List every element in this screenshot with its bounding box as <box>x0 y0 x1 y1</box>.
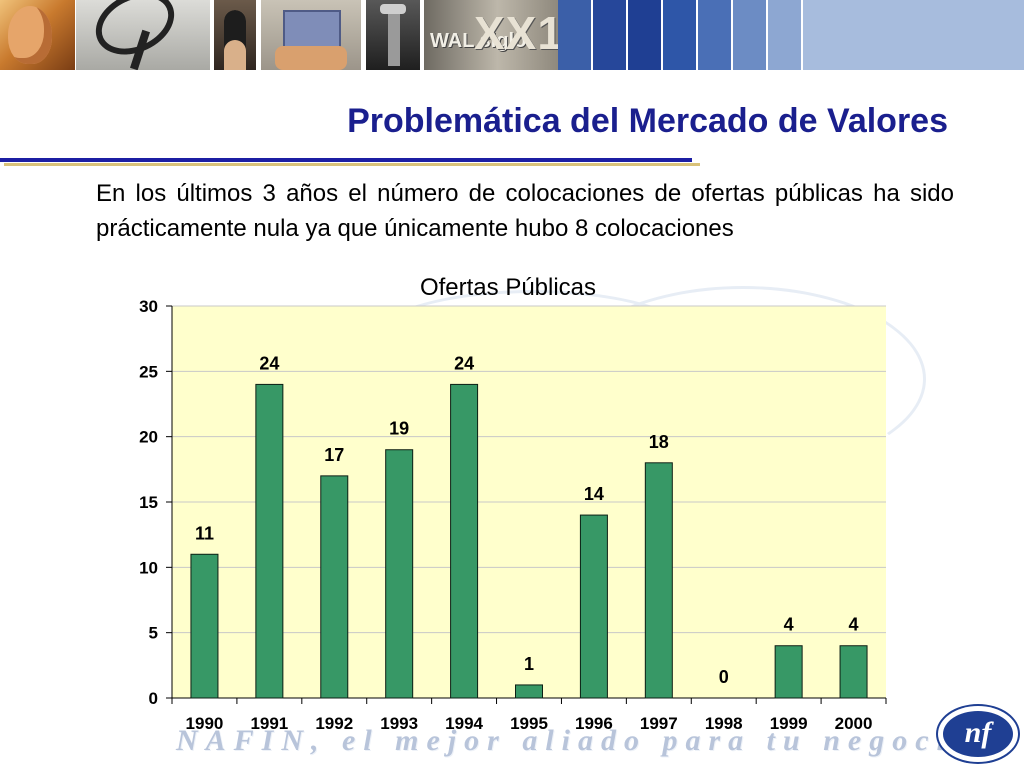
data-label-1999: 4 <box>784 615 794 635</box>
data-label-1995: 1 <box>524 654 534 674</box>
banner-stripe <box>663 0 696 70</box>
title-underline-gold <box>4 163 700 166</box>
y-tick-label: 0 <box>149 689 158 708</box>
y-tick-label: 25 <box>139 362 158 381</box>
nafin-logo-text: nf <box>964 716 992 749</box>
data-label-2000: 4 <box>849 615 859 635</box>
bar-1992 <box>320 475 349 699</box>
data-label-1997: 18 <box>649 432 669 452</box>
y-tick-label: 5 <box>149 624 158 643</box>
bar-1991 <box>255 383 284 699</box>
bar-1993 <box>385 449 414 699</box>
x-tick-label: 1996 <box>575 714 613 733</box>
title-underline-blue <box>0 158 692 162</box>
slide-title: Problemática del Mercado de Valores <box>347 102 948 140</box>
y-tick-label: 20 <box>139 428 158 447</box>
bar-1990 <box>190 553 219 699</box>
bar-2000 <box>839 645 868 699</box>
banner-photo-laptop <box>261 0 361 70</box>
banner-stripe <box>733 0 766 70</box>
banner-stripe <box>593 0 626 70</box>
x-tick-label: 1993 <box>380 714 418 733</box>
bar-1995 <box>515 684 543 699</box>
banner-stripe <box>768 0 801 70</box>
banner-photo-siglo-xxi: WAL siglo XX1 <box>424 0 558 70</box>
x-tick-label: 1995 <box>510 714 548 733</box>
y-tick-label: 30 <box>139 297 158 316</box>
banner-photo-man-phone <box>214 0 256 70</box>
x-tick-label: 1994 <box>445 714 483 733</box>
bar-1994 <box>450 383 479 699</box>
slide-body-text: En los últimos 3 años el número de coloc… <box>96 180 954 242</box>
banner-text-small: WAL siglo <box>430 30 527 52</box>
banner-photo-lamp <box>366 0 420 70</box>
x-tick-label: 2000 <box>835 714 873 733</box>
banner-stripe <box>628 0 661 70</box>
watermark-arc <box>560 286 926 472</box>
x-tick-label: 1990 <box>186 714 224 733</box>
x-tick-label: 1991 <box>250 714 288 733</box>
x-tick-label: 1992 <box>315 714 353 733</box>
data-label-1991: 24 <box>259 353 279 373</box>
chart-title: Ofertas Públicas <box>419 274 597 301</box>
x-tick-label: 1997 <box>640 714 678 733</box>
bar-1999 <box>774 645 803 699</box>
y-tick-label: 15 <box>139 493 158 512</box>
banner-stripe <box>803 0 1024 70</box>
nafin-logo-icon <box>938 706 1018 762</box>
banner-stripe <box>558 0 591 70</box>
data-label-1994: 24 <box>454 353 474 373</box>
bar-1996 <box>579 514 608 699</box>
banner-stripe <box>698 0 731 70</box>
banner-photo-woman-phone <box>0 0 75 70</box>
footer-slogan: NAFIN, el mejor aliado para tu negocio <box>176 724 976 757</box>
banner-text-large: XX1 <box>474 7 558 59</box>
data-label-1998: 0 <box>719 667 729 687</box>
x-tick-label: 1998 <box>705 714 743 733</box>
data-label-1993: 19 <box>389 419 409 439</box>
bar-1997 <box>644 462 673 699</box>
data-label-1996: 14 <box>584 484 604 504</box>
banner-photo-satellite-dish <box>76 0 210 70</box>
x-tick-label: 1999 <box>770 714 808 733</box>
y-tick-label: 10 <box>139 558 158 577</box>
header-banner: WAL siglo XX1 <box>0 0 1024 70</box>
data-label-1992: 17 <box>324 445 344 465</box>
data-label-1990: 11 <box>195 523 214 543</box>
